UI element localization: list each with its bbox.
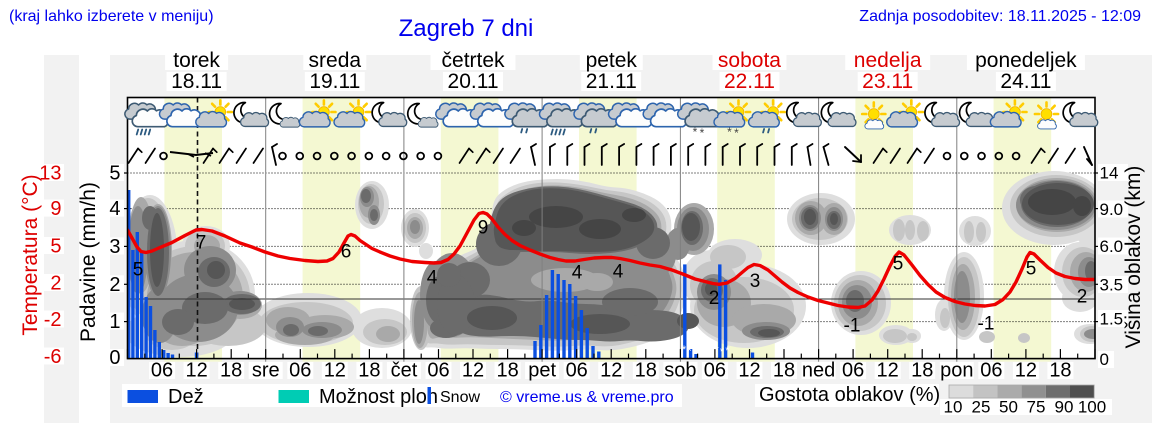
svg-text:75: 75 (1027, 398, 1046, 417)
svg-text:Zadnja posodobitev: 18.11.2025: Zadnja posodobitev: 18.11.2025 - 12:09 (859, 8, 1141, 25)
svg-text:7: 7 (196, 233, 207, 254)
svg-text:12: 12 (738, 360, 760, 382)
svg-text:četrtek: četrtek (442, 49, 506, 72)
svg-text:2: 2 (1077, 287, 1088, 308)
svg-text:12: 12 (600, 360, 622, 382)
svg-text:sob: sob (664, 360, 696, 382)
svg-text:sreda: sreda (309, 49, 362, 72)
svg-text:torek: torek (173, 49, 220, 72)
svg-text:25: 25 (972, 398, 991, 417)
svg-text:*: * (714, 345, 719, 357)
svg-text:Padavine (mm/h): Padavine (mm/h) (77, 182, 100, 342)
svg-text:9: 9 (478, 218, 489, 239)
svg-text:Dež: Dež (168, 386, 204, 408)
svg-text:18: 18 (220, 360, 242, 382)
svg-text:3.5: 3.5 (1100, 276, 1124, 295)
svg-text:-6: -6 (44, 346, 62, 368)
svg-text:Temperatura (°C): Temperatura (°C) (19, 174, 42, 335)
svg-text:13: 13 (39, 163, 61, 185)
svg-text:21.11: 21.11 (586, 70, 637, 93)
svg-text:18: 18 (1049, 360, 1071, 382)
svg-text:9.0: 9.0 (1100, 200, 1124, 219)
svg-text:06: 06 (566, 360, 588, 382)
svg-text:5: 5 (133, 260, 144, 281)
svg-text:petek: petek (586, 49, 638, 72)
svg-text:2: 2 (709, 288, 720, 309)
svg-text:pon: pon (940, 360, 973, 382)
svg-text:-1: -1 (978, 314, 995, 335)
svg-text:4: 4 (613, 262, 624, 283)
svg-text:9: 9 (50, 198, 61, 220)
svg-text:12: 12 (185, 360, 207, 382)
svg-text:nedelja: nedelja (854, 49, 922, 72)
svg-text:100: 100 (1078, 398, 1106, 417)
svg-text:Snow: Snow (440, 389, 480, 406)
svg-text:Zagreb 7 dni: Zagreb 7 dni (399, 15, 534, 42)
svg-text:06: 06 (151, 360, 173, 382)
svg-text:18: 18 (773, 360, 795, 382)
svg-text:18.11: 18.11 (171, 70, 222, 93)
svg-text:06: 06 (842, 360, 864, 382)
svg-text:6: 6 (341, 242, 352, 263)
svg-text:0: 0 (109, 347, 120, 369)
svg-text:18: 18 (635, 360, 657, 382)
svg-text:3: 3 (750, 271, 761, 292)
svg-text:pet: pet (528, 360, 556, 382)
svg-text:06: 06 (980, 360, 1002, 382)
svg-text:06: 06 (427, 360, 449, 382)
svg-text:5: 5 (109, 163, 120, 185)
svg-text:50: 50 (999, 398, 1018, 417)
svg-text:*: * (687, 346, 692, 358)
svg-text:5: 5 (893, 254, 904, 275)
svg-text:1.5: 1.5 (1100, 310, 1124, 329)
svg-text:(kraj lahko izberete v meniju): (kraj lahko izberete v meniju) (9, 8, 214, 25)
svg-text:12: 12 (1015, 360, 1037, 382)
svg-text:Višina oblakov (km): Višina oblakov (km) (1122, 166, 1145, 349)
svg-text:-2: -2 (44, 309, 62, 331)
svg-text:*: * (725, 345, 730, 357)
svg-text:06: 06 (704, 360, 726, 382)
svg-text:10: 10 (944, 398, 963, 417)
svg-text:12: 12 (324, 360, 346, 382)
svg-text:2: 2 (50, 273, 61, 295)
svg-text:© vreme.us & vreme.pro: © vreme.us & vreme.pro (500, 389, 674, 406)
svg-text:12: 12 (877, 360, 899, 382)
svg-text:3: 3 (109, 236, 120, 258)
svg-text:ned: ned (802, 360, 835, 382)
svg-text:24.11: 24.11 (1000, 70, 1051, 93)
svg-text:Gostota oblakov (%): Gostota oblakov (%) (759, 384, 940, 406)
svg-text:0: 0 (1100, 350, 1109, 369)
svg-text:90: 90 (1055, 398, 1074, 417)
svg-text:-1: -1 (844, 316, 861, 337)
svg-text:18: 18 (496, 360, 518, 382)
svg-text:čet: čet (391, 360, 418, 382)
svg-text:12: 12 (462, 360, 484, 382)
svg-text:4: 4 (572, 263, 583, 284)
svg-text:06: 06 (289, 360, 311, 382)
svg-text:2: 2 (109, 274, 120, 296)
svg-text:ponedeljek: ponedeljek (975, 49, 1077, 72)
svg-text:14: 14 (1100, 164, 1119, 183)
svg-text:*: * (720, 346, 725, 358)
svg-text:sobota: sobota (718, 49, 781, 72)
svg-text:20.11: 20.11 (448, 70, 499, 93)
svg-text:*: * (682, 344, 687, 356)
svg-text:1: 1 (109, 311, 120, 333)
svg-text:22.11: 22.11 (724, 70, 775, 93)
svg-text:6.0: 6.0 (1100, 237, 1124, 256)
svg-text:18: 18 (358, 360, 380, 382)
svg-text:sre: sre (252, 360, 280, 382)
svg-text:19.11: 19.11 (309, 70, 360, 93)
svg-text:18: 18 (911, 360, 933, 382)
svg-text:23.11: 23.11 (862, 70, 913, 93)
svg-text:4: 4 (427, 268, 438, 289)
svg-text:5: 5 (1026, 259, 1037, 280)
svg-text:Možnost ploh: Možnost ploh (319, 386, 438, 408)
svg-text:4: 4 (109, 198, 120, 220)
svg-text:5: 5 (50, 236, 61, 258)
